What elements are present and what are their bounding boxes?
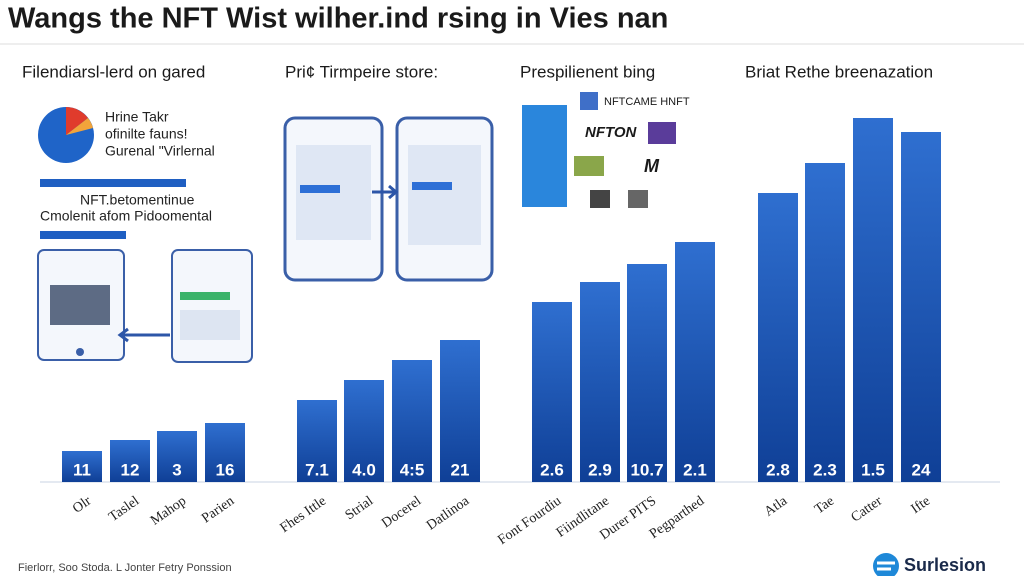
category-label: Fhes Ittle — [278, 494, 330, 536]
bar-label: 2.6 — [540, 460, 564, 479]
bar-label: 2.1 — [683, 460, 707, 479]
category-label: Strial — [343, 494, 377, 524]
pie-icon — [38, 107, 94, 163]
bar — [344, 380, 384, 482]
category-label: Tae — [812, 494, 837, 518]
bar-label: 11 — [73, 460, 91, 479]
bar-label: 21 — [451, 460, 470, 479]
category-label: Pegparthed — [647, 494, 707, 542]
bar — [675, 242, 715, 482]
bar-label: 2.8 — [766, 460, 790, 479]
bar-label: 4.0 — [352, 460, 376, 479]
bar — [532, 302, 572, 482]
bar-label: 2.3 — [813, 460, 837, 479]
bar — [758, 193, 798, 482]
panel-heading: Pri¢ Tirmpeire store: — [285, 62, 438, 81]
caption: NFT.betomentinue — [80, 192, 195, 208]
logo-icon — [648, 122, 676, 144]
bar-label: 10.7 — [630, 460, 663, 479]
note: ofinilte fauns! — [105, 126, 188, 142]
bar — [805, 163, 845, 482]
bar — [580, 282, 620, 482]
bar-label: 16 — [216, 460, 235, 479]
bar-label: 1.5 — [861, 460, 885, 479]
category-label: Olr — [70, 493, 94, 516]
note: Hrine Takr — [105, 109, 169, 125]
panel-heading: Prespilienent bing — [520, 62, 655, 81]
category-label: Taslel — [106, 494, 142, 525]
accent-bar — [40, 179, 186, 187]
title: Wangs the NFT Wist wilher.ind rsing in V… — [8, 3, 668, 35]
category-label: Ifte — [909, 494, 934, 517]
bar — [392, 360, 432, 482]
panel-heading: Briat Rethe breenazation — [745, 62, 933, 81]
phone-screen — [283, 116, 384, 282]
logo-icon — [628, 190, 648, 208]
bar — [901, 132, 941, 482]
brand: Surlesion — [904, 555, 986, 575]
logo-text: M — [644, 156, 660, 176]
category-label: Docerel — [379, 494, 424, 532]
logo-icon — [580, 92, 598, 110]
bar-label: 2.9 — [588, 460, 612, 479]
bar-label: 3 — [172, 460, 181, 479]
bar-label: 4:5 — [400, 460, 425, 479]
category-label: Atla — [762, 493, 791, 520]
logo-text: NFTON — [585, 124, 638, 141]
category-label: Mahop — [148, 494, 189, 529]
bar-label: 24 — [912, 460, 931, 479]
bar — [297, 400, 337, 482]
note: Gurenal "Virlernal — [105, 143, 215, 159]
bar — [110, 440, 150, 482]
accent-block — [522, 105, 567, 207]
category-label: Parien — [199, 494, 237, 527]
phone-screen — [37, 249, 125, 361]
panel-heading: Filendiarsl-lerd on gared — [22, 62, 205, 81]
category-label: Font Fourdiu — [495, 494, 564, 548]
arrow — [372, 184, 399, 200]
category-label: Catter — [849, 493, 886, 525]
accent-bar — [40, 231, 126, 239]
caption: Cmolenit afom Pidoomental — [40, 208, 212, 224]
arrow — [117, 327, 170, 343]
bar — [157, 431, 197, 482]
bar — [440, 340, 480, 482]
bar — [853, 118, 893, 482]
logo-text: NFTCAME HNFT — [604, 96, 690, 108]
category-label: Datlinoa — [424, 493, 473, 533]
bar — [62, 451, 102, 482]
brand-logo — [873, 553, 899, 579]
footer: Fierlorr, Soo Stoda. L Jonter Fetry Pons… — [18, 562, 232, 574]
bar-label: 12 — [121, 460, 140, 479]
bar-label: 7.1 — [305, 460, 329, 479]
logo-icon — [590, 190, 610, 208]
logo-icon — [574, 156, 604, 176]
phone-screen — [395, 116, 494, 282]
phone-screen — [171, 249, 253, 363]
bar — [627, 264, 667, 482]
bar — [205, 423, 245, 482]
